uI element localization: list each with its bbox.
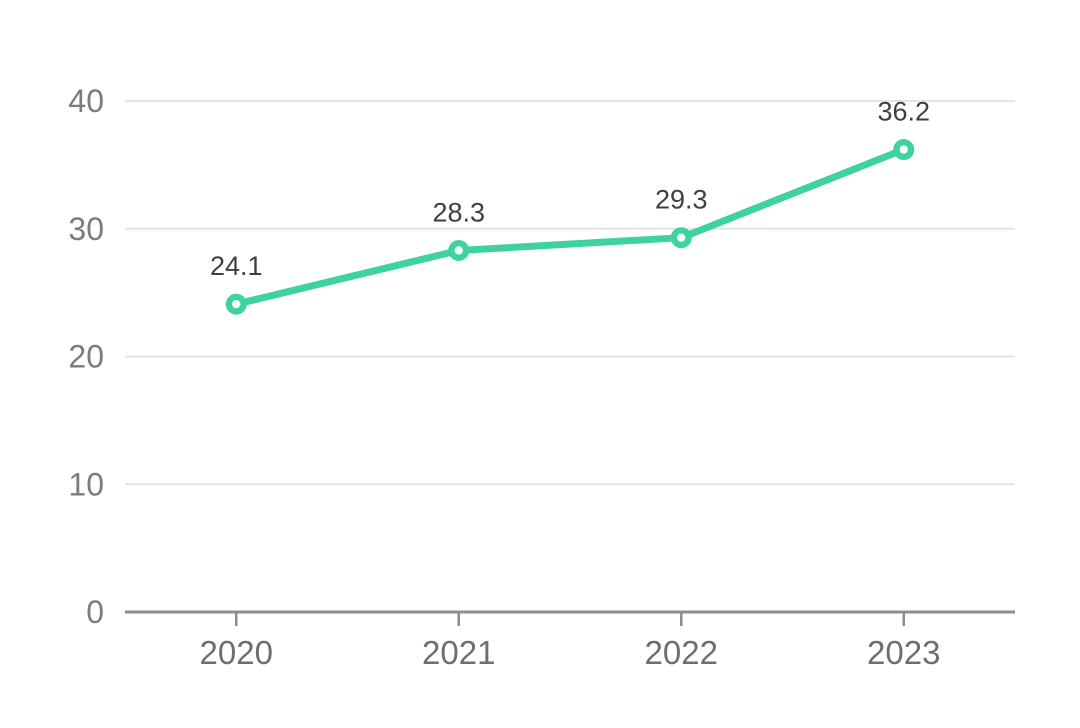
data-point-label: 29.3	[655, 185, 708, 215]
data-point-label: 24.1	[210, 251, 263, 281]
y-axis-tick-label: 20	[68, 339, 104, 375]
x-axis-tick-label: 2020	[200, 634, 273, 671]
x-axis-tick-label: 2021	[422, 634, 495, 671]
y-axis-tick-label: 0	[86, 594, 104, 630]
data-point-marker-center	[677, 233, 686, 242]
data-point-marker-center	[899, 145, 908, 154]
y-axis-tick-label: 10	[68, 466, 104, 502]
y-axis-tick-label: 40	[68, 83, 104, 119]
x-axis-tick-label: 2022	[645, 634, 718, 671]
data-point-label: 36.2	[877, 97, 930, 127]
x-axis-tick-label: 2023	[867, 634, 940, 671]
data-point-label: 28.3	[432, 197, 485, 227]
data-point-marker-center	[454, 246, 463, 255]
y-axis-tick-label: 30	[68, 211, 104, 247]
series-line	[232, 146, 908, 308]
data-point-marker-center	[232, 299, 241, 309]
